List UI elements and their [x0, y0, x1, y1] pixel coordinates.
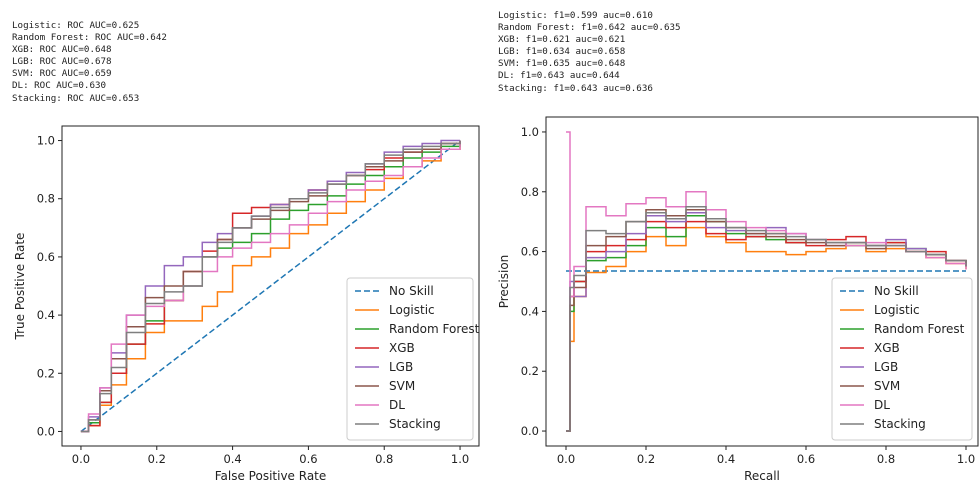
roc-summary-line: Logistic: ROC AUC=0.625 [12, 20, 140, 31]
pr-series-lgb [566, 211, 967, 432]
roc-series-lgb [80, 139, 461, 433]
roc-legend: No Skill Logistic Random Forest XGB LGB SVM DL… [346, 277, 480, 441]
pr-series-stacking [566, 205, 967, 432]
pr-xtick-label: 0.8 [877, 452, 895, 466]
pr-ytick-label: 0.2 [521, 364, 539, 378]
pr-summary-text: Logistic: f1=0.599 auc=0.610 Random Fores… [498, 10, 681, 95]
pr-legend-label: XGB [874, 341, 900, 355]
roc-ytick-label: 0.2 [37, 366, 55, 380]
roc-summary-line: Random Forest: ROC AUC=0.642 [12, 32, 167, 44]
pr-legend-label: Logistic [874, 303, 920, 317]
roc-summary-line: SVM: ROC AUC=0.659 [12, 68, 112, 80]
roc-xtick-label: 0.0 [72, 452, 90, 466]
pr-legend-box [831, 277, 973, 441]
pr-series-logistic [566, 226, 967, 432]
roc-summary-line: Stacking: ROC AUC=0.653 [12, 92, 140, 104]
pr-summary-line: Stacking: f1=0.643 auc=0.636 [498, 82, 653, 94]
pr-xtick-label: 0.2 [637, 452, 655, 466]
pr-legend-label: LGB [874, 360, 898, 374]
pr-summary-line: Random Forest: f1=0.642 auc=0.635 [498, 22, 681, 34]
pr-summary-line: Logistic: f1=0.599 auc=0.610 [498, 10, 653, 21]
pr-series-svm [566, 208, 967, 432]
pr-ytick-label: 0.0 [521, 424, 539, 438]
pr-series-random-forest [566, 214, 967, 432]
roc-xtick-label: 0.8 [375, 452, 393, 466]
pr-summary-line: SVM: f1=0.635 auc=0.648 [498, 58, 626, 70]
roc-legend-label: DL [389, 398, 405, 412]
pr-xlabel: Recall [744, 469, 780, 483]
pr-legend-label: No Skill [874, 284, 919, 298]
roc-plot: 0.0 0.2 0.4 0.6 0.8 1.0 0.0 0.2 0.4 0.6 0.8 1.0 Fals… [13, 125, 480, 483]
roc-series-stacking [80, 140, 461, 433]
pr-xtick-label: 0.0 [557, 452, 575, 466]
roc-summary-line: XGB: ROC AUC=0.648 [12, 44, 112, 56]
pr-legend: No Skill Logistic Random Forest XGB LGB SVM DL… [831, 277, 973, 441]
pr-legend-label: Random Forest [874, 322, 965, 336]
roc-series-svm [80, 140, 461, 433]
pr-summary-line: LGB: f1=0.634 auc=0.658 [498, 46, 626, 58]
roc-series-xgb [80, 140, 461, 433]
pr-legend-label: DL [874, 398, 890, 412]
pr-series-dl [566, 131, 967, 298]
pr-ytick-label: 0.8 [521, 185, 539, 199]
roc-series-dl [80, 140, 461, 433]
roc-ytick-label: 0.8 [37, 192, 55, 206]
pr-xtick-label: 0.4 [717, 452, 735, 466]
roc-series-random-forest [80, 140, 461, 433]
roc-legend-label: LGB [389, 360, 413, 374]
roc-legend-label: XGB [389, 341, 415, 355]
pr-xtick-label: 1.0 [957, 452, 975, 466]
roc-ytick-label: 0.0 [37, 424, 55, 438]
roc-ytick-label: 0.4 [37, 308, 55, 322]
roc-summary-line: DL: ROC AUC=0.630 [12, 80, 107, 92]
roc-ytick-label: 0.6 [37, 250, 55, 264]
pr-summary-line: XGB: f1=0.621 auc=0.621 [498, 34, 626, 46]
roc-legend-label: SVM [389, 379, 415, 393]
pr-legend-label: Stacking [874, 417, 926, 431]
roc-legend-label: No Skill [389, 284, 434, 298]
pr-plot: 0.0 0.2 0.4 0.6 0.8 1.0 0.0 0.2 0.4 0.6 0.8 1.0 Reca… [497, 116, 979, 483]
roc-legend-label: Logistic [389, 303, 435, 317]
pr-ylabel: Precision [497, 255, 511, 309]
roc-xtick-label: 1.0 [451, 452, 469, 466]
pr-ytick-label: 0.6 [521, 245, 539, 259]
roc-xtick-label: 0.6 [299, 452, 317, 466]
pr-series-xgb [566, 220, 967, 432]
roc-series-logistic [80, 140, 461, 433]
pr-ytick-label: 0.4 [521, 304, 539, 318]
roc-summary-text: Logistic: ROC AUC=0.625 Random Forest: RO… [12, 20, 167, 105]
roc-ytick-label: 1.0 [37, 134, 55, 148]
roc-xtick-label: 0.4 [223, 452, 241, 466]
pr-summary-line: DL: f1=0.643 auc=0.644 [498, 70, 620, 82]
pr-xtick-label: 0.6 [797, 452, 815, 466]
pr-axes-frame [545, 116, 979, 447]
roc-series-no-skill [80, 139, 461, 433]
roc-legend-label: Stacking [389, 417, 441, 431]
roc-xtick-label: 0.2 [148, 452, 166, 466]
roc-xlabel: False Positive Rate [215, 469, 327, 483]
roc-axes-frame [61, 125, 480, 447]
roc-legend-label: Random Forest [389, 322, 480, 336]
roc-legend-box [346, 277, 474, 441]
pr-legend-label: SVM [874, 379, 900, 393]
pr-ytick-label: 1.0 [521, 125, 539, 139]
roc-ylabel: True Positive Rate [13, 233, 27, 341]
roc-summary-line: LGB: ROC AUC=0.678 [12, 56, 112, 68]
